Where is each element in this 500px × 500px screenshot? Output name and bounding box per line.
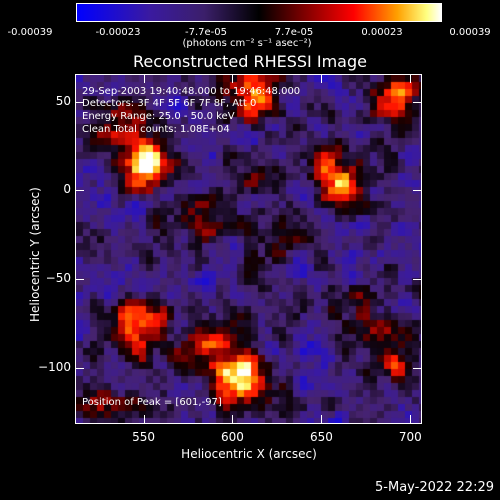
y-tick-mark	[413, 279, 421, 281]
y-tick-mark	[413, 367, 421, 369]
x-tick-mark	[232, 415, 234, 423]
annotation-time-range: 29-Sep-2003 19:40:48.000 to 19:46:48.000	[82, 86, 301, 97]
x-tick-mark	[143, 75, 145, 83]
y-tick-mark	[413, 190, 421, 192]
y-tick-label: −50	[45, 271, 71, 286]
colorbar-tick-label: 7.7e-05	[274, 27, 314, 38]
x-tick-label: 700	[398, 430, 422, 444]
colorbar-tick-label: 0.00023	[361, 27, 403, 38]
x-tick-label: 600	[221, 430, 244, 444]
y-tick-mark	[76, 101, 84, 103]
x-tick-mark	[232, 75, 234, 83]
x-tick-mark	[143, 415, 145, 423]
colorbar-tick-label: -0.00039	[7, 27, 53, 38]
annotation-clean-counts: Clean Total counts: 1.08E+04	[82, 124, 230, 135]
plot-frame	[75, 74, 422, 424]
colorbar	[76, 3, 442, 22]
colorbar-tick-label: 0.00039	[449, 27, 491, 38]
y-tick-mark	[76, 190, 84, 192]
x-tick-mark	[321, 75, 323, 83]
y-tick-mark	[413, 101, 421, 103]
y-tick-label: 0	[63, 182, 71, 197]
y-tick-mark	[76, 279, 84, 281]
y-axis-label: Heliocentric Y (arcsec)	[28, 187, 42, 322]
colorbar-tick-label: -0.00023	[95, 27, 141, 38]
x-tick-mark	[410, 415, 412, 423]
chart-title: Reconstructed RHESSI Image	[133, 52, 367, 71]
heatmap-image	[76, 75, 421, 423]
annotation-peak-position: Position of Peak = [601,-97]	[82, 397, 222, 408]
x-tick-label: 650	[309, 430, 333, 444]
annotation-detectors: Detectors: 3F 4F 5F 6F 7F 8F, Att 0	[82, 98, 257, 109]
x-tick-mark	[321, 415, 323, 423]
x-tick-label: 550	[132, 430, 156, 444]
date-stamp: 5-May-2022 22:29	[375, 480, 494, 495]
colorbar-unit-label: (photons cm⁻² s⁻¹ asec⁻²)	[182, 38, 312, 49]
y-tick-mark	[76, 367, 84, 369]
y-tick-label: −100	[38, 359, 71, 374]
y-tick-label: 50	[55, 93, 71, 108]
x-axis-label: Heliocentric X (arcsec)	[181, 447, 317, 461]
colorbar-tick-label: -7.7e-05	[185, 27, 227, 38]
x-tick-mark	[410, 75, 412, 83]
annotation-energy-range: Energy Range: 25.0 - 50.0 keV	[82, 111, 235, 122]
